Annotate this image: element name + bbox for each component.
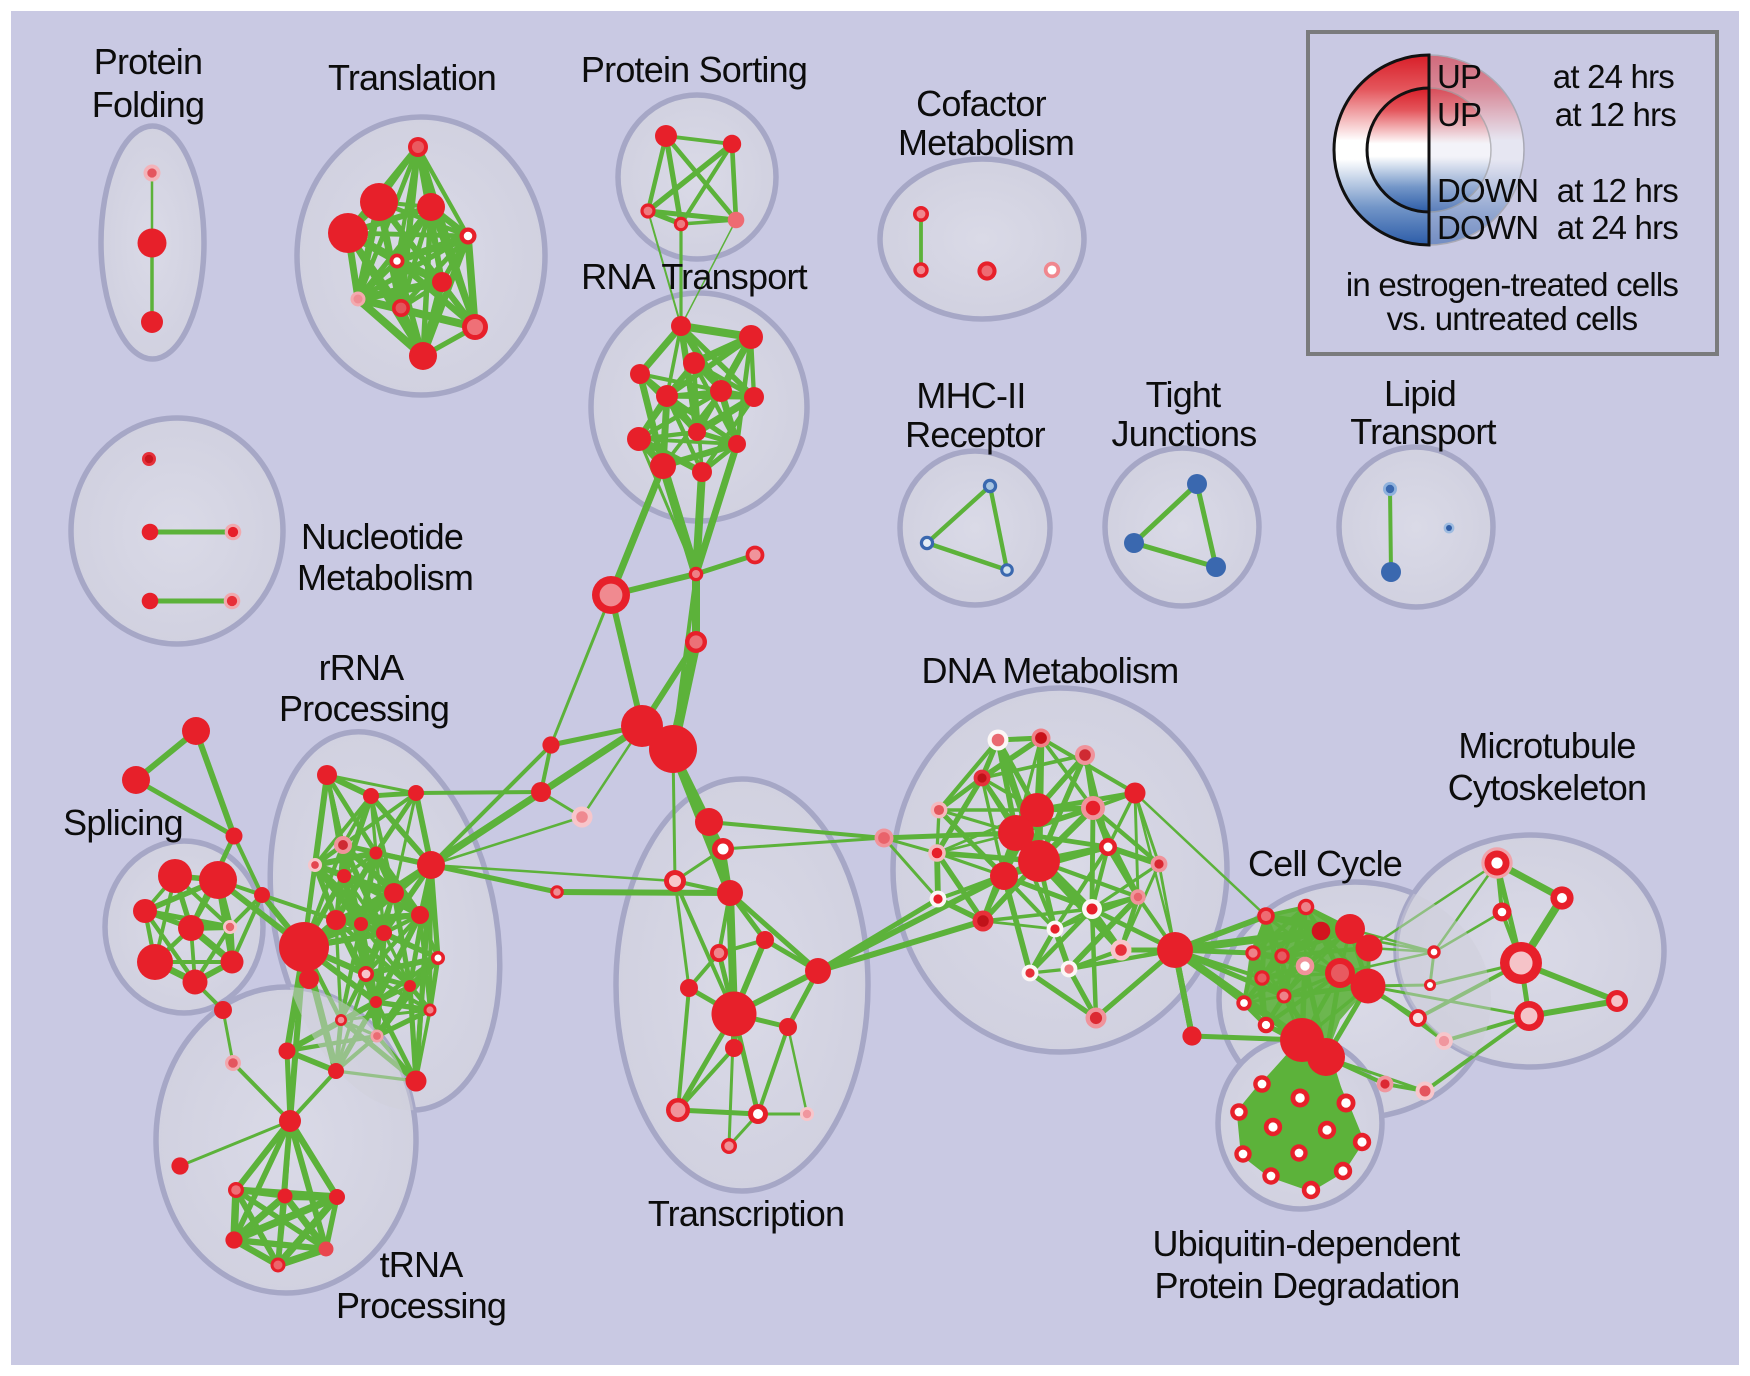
svg-text:Translation: Translation xyxy=(328,57,496,98)
svg-text:rRNA: rRNA xyxy=(319,647,405,688)
svg-text:DOWN: DOWN xyxy=(1437,172,1538,209)
svg-text:UP: UP xyxy=(1437,58,1481,95)
svg-text:Protein Sorting: Protein Sorting xyxy=(581,49,807,90)
svg-text:Protein: Protein xyxy=(94,41,202,82)
svg-text:DNA Metabolism: DNA Metabolism xyxy=(922,650,1179,691)
svg-text:Tight: Tight xyxy=(1146,374,1221,415)
svg-text:at 24 hrs: at 24 hrs xyxy=(1557,209,1679,246)
svg-text:Receptor: Receptor xyxy=(905,414,1045,455)
svg-text:Lipid: Lipid xyxy=(1384,373,1456,414)
svg-text:Metabolism: Metabolism xyxy=(297,557,473,598)
svg-text:UP: UP xyxy=(1437,96,1481,133)
svg-text:at 12 hrs: at 12 hrs xyxy=(1557,172,1679,209)
svg-text:Transcription: Transcription xyxy=(648,1193,844,1234)
svg-text:Transport: Transport xyxy=(1350,411,1496,452)
svg-text:at 24 hrs: at 24 hrs xyxy=(1553,58,1675,95)
svg-text:Folding: Folding xyxy=(92,84,204,125)
svg-text:Cytoskeleton: Cytoskeleton xyxy=(1448,767,1647,808)
svg-text:tRNA: tRNA xyxy=(380,1244,464,1285)
svg-text:Cell Cycle: Cell Cycle xyxy=(1248,843,1402,884)
svg-text:MHC-II: MHC-II xyxy=(916,375,1025,416)
svg-text:Microtubule: Microtubule xyxy=(1458,725,1635,766)
svg-text:DOWN: DOWN xyxy=(1437,209,1538,246)
svg-text:Ubiquitin-dependent: Ubiquitin-dependent xyxy=(1152,1223,1460,1264)
svg-text:at 12 hrs: at 12 hrs xyxy=(1555,96,1677,133)
svg-text:Splicing: Splicing xyxy=(63,802,183,843)
svg-text:in estrogen-treated cells: in estrogen-treated cells xyxy=(1346,266,1678,303)
svg-text:Metabolism: Metabolism xyxy=(898,122,1074,163)
svg-text:Nucleotide: Nucleotide xyxy=(301,516,463,557)
svg-text:Processing: Processing xyxy=(279,688,449,729)
svg-text:RNA Transport: RNA Transport xyxy=(581,256,807,297)
svg-text:Cofactor: Cofactor xyxy=(916,83,1046,124)
svg-text:Protein Degradation: Protein Degradation xyxy=(1154,1265,1459,1306)
svg-text:Junctions: Junctions xyxy=(1112,413,1257,454)
svg-text:vs. untreated cells: vs. untreated cells xyxy=(1387,300,1638,337)
svg-text:Processing: Processing xyxy=(336,1285,506,1326)
